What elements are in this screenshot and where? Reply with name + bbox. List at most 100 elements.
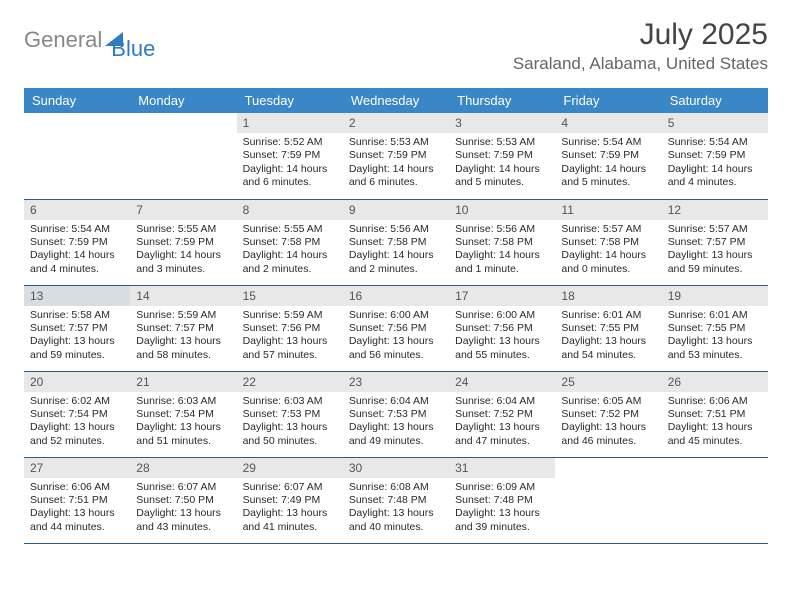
day-body: Sunrise: 5:55 AMSunset: 7:59 PMDaylight:…: [130, 220, 236, 281]
weekday-header: Thursday: [449, 88, 555, 113]
daylight-line: Daylight: 14 hours and 2 minutes.: [349, 249, 443, 276]
sunset-line: Sunset: 7:49 PM: [243, 494, 337, 507]
weekday-header: Tuesday: [237, 88, 343, 113]
day-body: Sunrise: 5:53 AMSunset: 7:59 PMDaylight:…: [449, 133, 555, 194]
daylight-line: Daylight: 14 hours and 3 minutes.: [136, 249, 230, 276]
sunset-line: Sunset: 7:58 PM: [349, 236, 443, 249]
daylight-line: Daylight: 13 hours and 59 minutes.: [30, 335, 124, 362]
daylight-line: Daylight: 14 hours and 2 minutes.: [243, 249, 337, 276]
sunset-line: Sunset: 7:57 PM: [30, 322, 124, 335]
day-body: Sunrise: 6:08 AMSunset: 7:48 PMDaylight:…: [343, 478, 449, 539]
sunset-line: Sunset: 7:55 PM: [561, 322, 655, 335]
weekday-header: Sunday: [24, 88, 130, 113]
day-number: 26: [662, 372, 768, 392]
daylight-line: Daylight: 13 hours and 54 minutes.: [561, 335, 655, 362]
daylight-line: Daylight: 13 hours and 57 minutes.: [243, 335, 337, 362]
day-number: 19: [662, 286, 768, 306]
sunset-line: Sunset: 7:57 PM: [136, 322, 230, 335]
sunrise-line: Sunrise: 5:57 AM: [561, 223, 655, 236]
day-body: Sunrise: 6:04 AMSunset: 7:52 PMDaylight:…: [449, 392, 555, 453]
sunset-line: Sunset: 7:56 PM: [349, 322, 443, 335]
calendar-day-cell: 7Sunrise: 5:55 AMSunset: 7:59 PMDaylight…: [130, 199, 236, 285]
calendar-day-cell: 25Sunrise: 6:05 AMSunset: 7:52 PMDayligh…: [555, 371, 661, 457]
calendar-week-row: 13Sunrise: 5:58 AMSunset: 7:57 PMDayligh…: [24, 285, 768, 371]
sunrise-line: Sunrise: 6:01 AM: [668, 309, 762, 322]
calendar-day-cell: 4Sunrise: 5:54 AMSunset: 7:59 PMDaylight…: [555, 113, 661, 199]
day-number: 23: [343, 372, 449, 392]
calendar-day-cell: 5Sunrise: 5:54 AMSunset: 7:59 PMDaylight…: [662, 113, 768, 199]
day-number: 30: [343, 458, 449, 478]
sunrise-line: Sunrise: 6:00 AM: [455, 309, 549, 322]
day-body: Sunrise: 6:01 AMSunset: 7:55 PMDaylight:…: [662, 306, 768, 367]
sunrise-line: Sunrise: 6:07 AM: [243, 481, 337, 494]
daylight-line: Daylight: 14 hours and 4 minutes.: [30, 249, 124, 276]
daylight-line: Daylight: 13 hours and 50 minutes.: [243, 421, 337, 448]
calendar-week-row: 1Sunrise: 5:52 AMSunset: 7:59 PMDaylight…: [24, 113, 768, 199]
calendar-day-cell: 11Sunrise: 5:57 AMSunset: 7:58 PMDayligh…: [555, 199, 661, 285]
daylight-line: Daylight: 13 hours and 46 minutes.: [561, 421, 655, 448]
calendar-day-cell: 19Sunrise: 6:01 AMSunset: 7:55 PMDayligh…: [662, 285, 768, 371]
calendar-week-row: 6Sunrise: 5:54 AMSunset: 7:59 PMDaylight…: [24, 199, 768, 285]
calendar-day-cell: [662, 457, 768, 543]
sunset-line: Sunset: 7:59 PM: [455, 149, 549, 162]
sunset-line: Sunset: 7:48 PM: [455, 494, 549, 507]
sunrise-line: Sunrise: 6:03 AM: [136, 395, 230, 408]
day-body: Sunrise: 5:59 AMSunset: 7:56 PMDaylight:…: [237, 306, 343, 367]
day-body: Sunrise: 6:03 AMSunset: 7:54 PMDaylight:…: [130, 392, 236, 453]
day-body: Sunrise: 6:05 AMSunset: 7:52 PMDaylight:…: [555, 392, 661, 453]
day-number: 22: [237, 372, 343, 392]
day-number: 18: [555, 286, 661, 306]
sunrise-line: Sunrise: 6:04 AM: [349, 395, 443, 408]
sunset-line: Sunset: 7:54 PM: [136, 408, 230, 421]
day-body: Sunrise: 6:04 AMSunset: 7:53 PMDaylight:…: [343, 392, 449, 453]
day-body: Sunrise: 6:07 AMSunset: 7:50 PMDaylight:…: [130, 478, 236, 539]
day-number: 31: [449, 458, 555, 478]
logo: General Blue: [24, 18, 155, 62]
sunrise-line: Sunrise: 5:53 AM: [455, 136, 549, 149]
day-body: Sunrise: 5:59 AMSunset: 7:57 PMDaylight:…: [130, 306, 236, 367]
sunrise-line: Sunrise: 6:08 AM: [349, 481, 443, 494]
day-number: 5: [662, 113, 768, 133]
day-body: Sunrise: 6:00 AMSunset: 7:56 PMDaylight:…: [449, 306, 555, 367]
day-number: 4: [555, 113, 661, 133]
calendar-day-cell: [555, 457, 661, 543]
sunset-line: Sunset: 7:53 PM: [243, 408, 337, 421]
sunrise-line: Sunrise: 5:54 AM: [561, 136, 655, 149]
daylight-line: Daylight: 14 hours and 0 minutes.: [561, 249, 655, 276]
sunset-line: Sunset: 7:59 PM: [349, 149, 443, 162]
daylight-line: Daylight: 13 hours and 55 minutes.: [455, 335, 549, 362]
sunset-line: Sunset: 7:51 PM: [30, 494, 124, 507]
calendar-day-cell: 1Sunrise: 5:52 AMSunset: 7:59 PMDaylight…: [237, 113, 343, 199]
daylight-line: Daylight: 13 hours and 39 minutes.: [455, 507, 549, 534]
sunset-line: Sunset: 7:52 PM: [561, 408, 655, 421]
day-number: 11: [555, 200, 661, 220]
daylight-line: Daylight: 14 hours and 5 minutes.: [561, 163, 655, 190]
calendar-day-cell: 24Sunrise: 6:04 AMSunset: 7:52 PMDayligh…: [449, 371, 555, 457]
sunset-line: Sunset: 7:52 PM: [455, 408, 549, 421]
sunset-line: Sunset: 7:55 PM: [668, 322, 762, 335]
daylight-line: Daylight: 14 hours and 4 minutes.: [668, 163, 762, 190]
calendar-day-cell: [130, 113, 236, 199]
calendar-week-row: 20Sunrise: 6:02 AMSunset: 7:54 PMDayligh…: [24, 371, 768, 457]
sunset-line: Sunset: 7:54 PM: [30, 408, 124, 421]
sunset-line: Sunset: 7:59 PM: [30, 236, 124, 249]
day-number: 6: [24, 200, 130, 220]
sunrise-line: Sunrise: 6:09 AM: [455, 481, 549, 494]
weekday-header: Friday: [555, 88, 661, 113]
logo-text-general: General: [24, 27, 102, 53]
sunrise-line: Sunrise: 5:53 AM: [349, 136, 443, 149]
calendar-day-cell: 30Sunrise: 6:08 AMSunset: 7:48 PMDayligh…: [343, 457, 449, 543]
daylight-line: Daylight: 13 hours and 58 minutes.: [136, 335, 230, 362]
day-body: Sunrise: 5:53 AMSunset: 7:59 PMDaylight:…: [343, 133, 449, 194]
sunrise-line: Sunrise: 5:57 AM: [668, 223, 762, 236]
sunrise-line: Sunrise: 5:56 AM: [349, 223, 443, 236]
sunrise-line: Sunrise: 5:58 AM: [30, 309, 124, 322]
sunset-line: Sunset: 7:58 PM: [243, 236, 337, 249]
day-body: Sunrise: 6:00 AMSunset: 7:56 PMDaylight:…: [343, 306, 449, 367]
calendar-day-cell: 16Sunrise: 6:00 AMSunset: 7:56 PMDayligh…: [343, 285, 449, 371]
day-body: Sunrise: 5:56 AMSunset: 7:58 PMDaylight:…: [343, 220, 449, 281]
calendar-body: 1Sunrise: 5:52 AMSunset: 7:59 PMDaylight…: [24, 113, 768, 543]
day-number: 12: [662, 200, 768, 220]
day-body: Sunrise: 5:52 AMSunset: 7:59 PMDaylight:…: [237, 133, 343, 194]
calendar-day-cell: [24, 113, 130, 199]
